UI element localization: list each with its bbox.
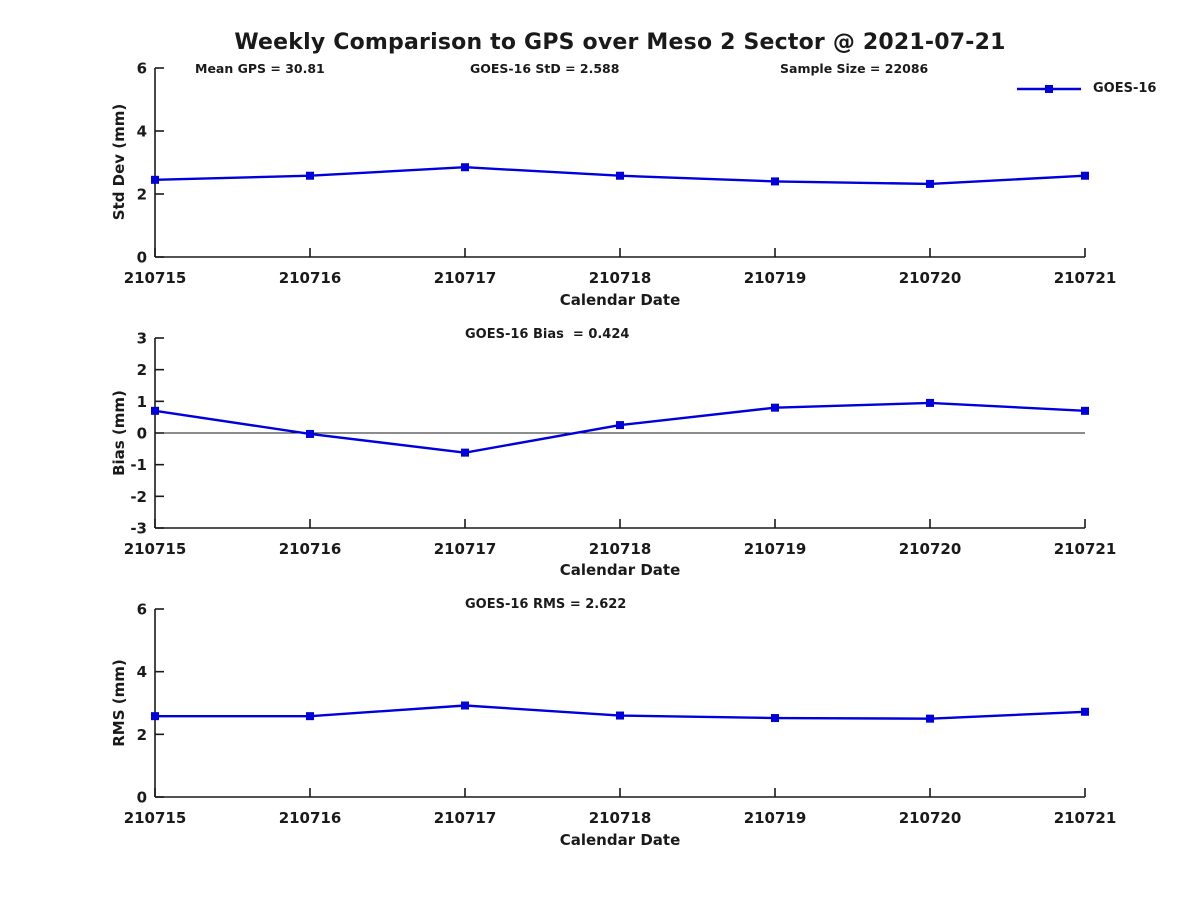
y-tick-label: 0 bbox=[137, 425, 147, 443]
annotation-mean-gps: Mean GPS = 30.81 bbox=[195, 61, 325, 76]
y-tick-label: 3 bbox=[137, 330, 147, 348]
x-tick-label: 210715 bbox=[124, 809, 187, 827]
y-tick-label: 4 bbox=[137, 663, 147, 681]
series-marker bbox=[616, 711, 624, 720]
x-tick-label: 210715 bbox=[124, 269, 187, 287]
series-marker bbox=[1081, 406, 1089, 415]
annotation-sample-size: Sample Size = 22086 bbox=[780, 61, 929, 76]
y-tick-label: 1 bbox=[137, 393, 147, 411]
series-marker bbox=[616, 171, 624, 180]
x-tick-label: 210717 bbox=[434, 540, 497, 558]
series-marker bbox=[926, 714, 934, 723]
series-marker bbox=[926, 179, 934, 188]
x-tick-label: 210721 bbox=[1054, 540, 1117, 558]
x-tick-label: 210718 bbox=[589, 540, 652, 558]
series-marker bbox=[771, 403, 779, 412]
series-marker bbox=[926, 398, 934, 407]
series-marker bbox=[306, 429, 314, 438]
y-tick-label: 6 bbox=[137, 601, 147, 619]
series-marker bbox=[151, 175, 159, 184]
x-tick-label: 210717 bbox=[434, 269, 497, 287]
series-marker bbox=[1081, 171, 1089, 180]
annotation-goes-std: GOES-16 StD = 2.588 bbox=[470, 61, 620, 76]
x-tick-label: 210720 bbox=[899, 269, 962, 287]
y-tick-label: 2 bbox=[137, 186, 147, 204]
y-tick-label: 2 bbox=[137, 361, 147, 379]
y-tick-label: 4 bbox=[137, 123, 147, 141]
xlabel-calendar-date-bottom: Calendar Date bbox=[559, 831, 681, 849]
x-tick-label: 210716 bbox=[279, 809, 342, 827]
x-tick-label: 210720 bbox=[899, 809, 962, 827]
figure-title: Weekly Comparison to GPS over Meso 2 Sec… bbox=[234, 30, 1006, 55]
series-marker bbox=[461, 701, 469, 710]
legend-label: GOES-16 bbox=[1093, 81, 1157, 96]
xlabel-calendar-date-top: Calendar Date bbox=[559, 291, 681, 309]
legend: GOES-16 bbox=[1015, 81, 1156, 96]
series-marker bbox=[151, 712, 159, 721]
series-marker bbox=[771, 177, 779, 186]
series-marker bbox=[461, 448, 469, 457]
y-tick-label: -1 bbox=[130, 456, 147, 474]
y-tick-label: 2 bbox=[137, 726, 147, 744]
x-tick-label: 210721 bbox=[1054, 809, 1117, 827]
series-marker bbox=[616, 421, 624, 430]
series-marker bbox=[151, 406, 159, 415]
legend-line-marker-icon bbox=[1017, 84, 1081, 93]
y-tick-label: -2 bbox=[130, 488, 147, 506]
x-tick-label: 210719 bbox=[744, 809, 807, 827]
x-tick-label: 210716 bbox=[279, 269, 342, 287]
x-tick-label: 210719 bbox=[744, 269, 807, 287]
series-marker bbox=[771, 714, 779, 723]
y-tick-label: 6 bbox=[137, 60, 147, 78]
xlabel-calendar-date-middle: Calendar Date bbox=[559, 561, 681, 579]
chart-1: -3 -2 -1 0 1 2 3 210715 210716 210717 210718 210719… bbox=[124, 330, 1117, 559]
series-marker bbox=[306, 712, 314, 721]
x-tick-label: 210718 bbox=[589, 269, 652, 287]
x-tick-label: 210719 bbox=[744, 540, 807, 558]
subplot-title-rms: GOES-16 RMS = 2.622 bbox=[465, 597, 627, 612]
series-marker bbox=[1081, 707, 1089, 716]
x-tick-label: 210720 bbox=[899, 540, 962, 558]
subplot-title-bias: GOES-16 Bias = 0.424 bbox=[465, 327, 630, 342]
y-tick-label: 0 bbox=[137, 249, 147, 267]
x-tick-label: 210718 bbox=[589, 809, 652, 827]
y-tick-label: 0 bbox=[137, 789, 147, 807]
x-tick-label: 210721 bbox=[1054, 269, 1117, 287]
x-tick-label: 210716 bbox=[279, 540, 342, 558]
series-marker bbox=[461, 163, 469, 172]
series-marker bbox=[306, 171, 314, 180]
x-tick-label: 210717 bbox=[434, 809, 497, 827]
x-tick-label: 210715 bbox=[124, 540, 187, 558]
y-tick-label: -3 bbox=[130, 520, 147, 538]
chart-2: 0 2 4 6 210715 210716 210717 210718 210719 210720… bbox=[124, 601, 1117, 828]
chart-0: 0 2 4 6 210715 210716 210717 210718 210719 210720… bbox=[124, 60, 1117, 288]
